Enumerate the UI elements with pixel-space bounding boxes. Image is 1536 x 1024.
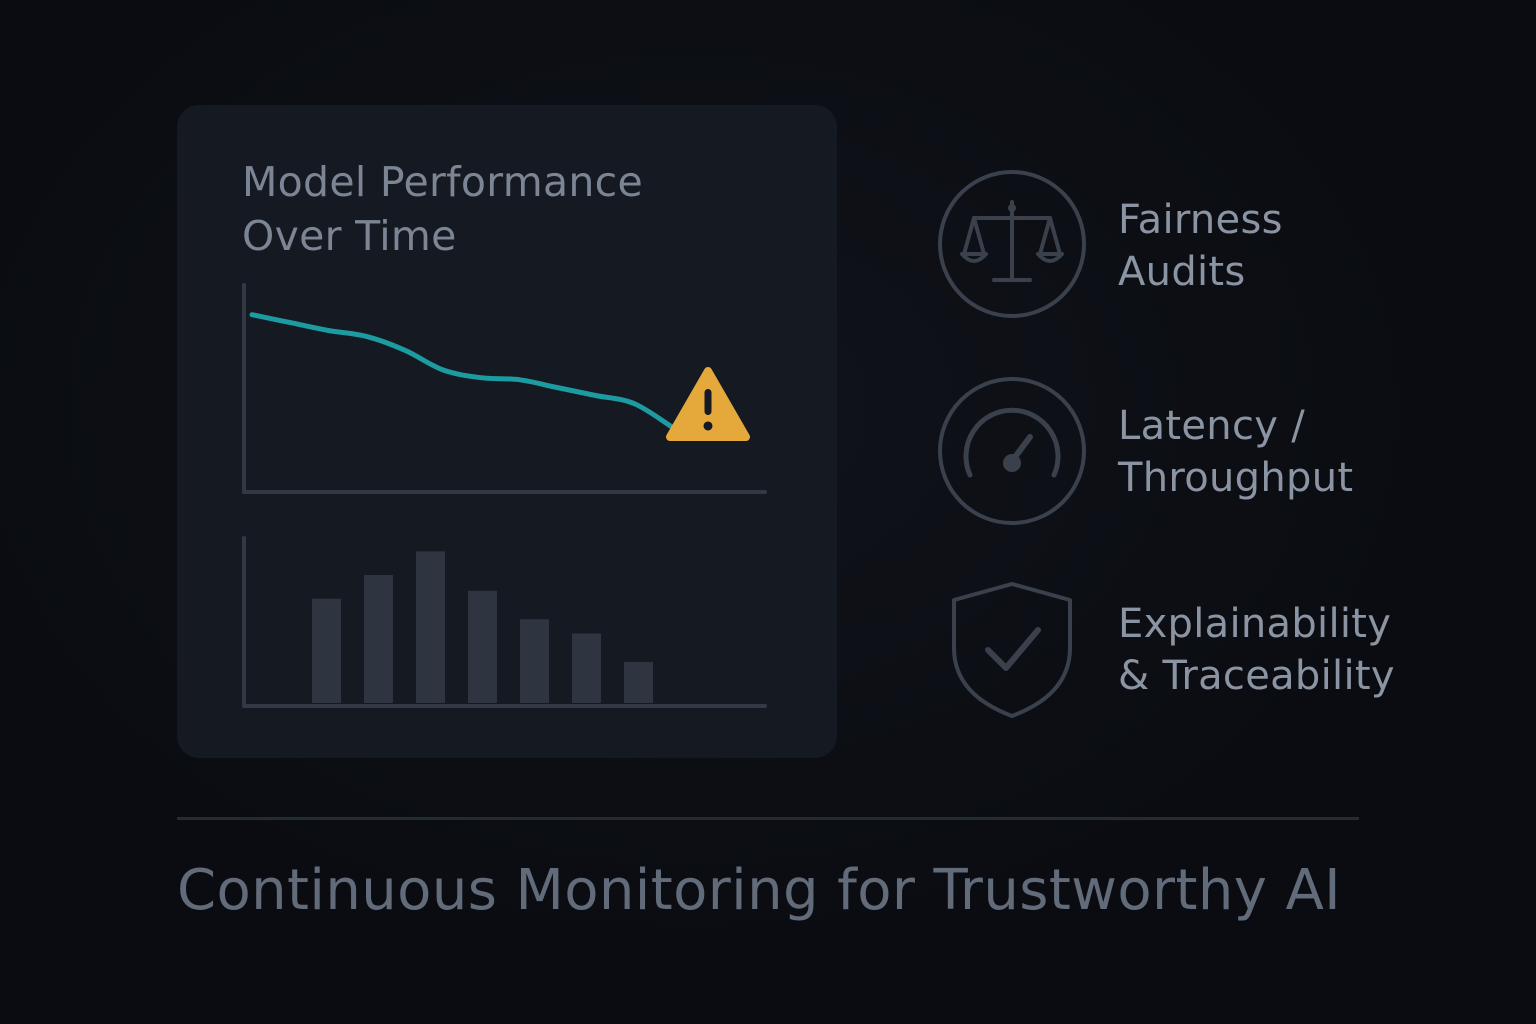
shield-check-icon: [952, 582, 1072, 718]
bar-7: [624, 661, 653, 703]
charts-svg: [242, 283, 767, 708]
feature-explainability-line2: & Traceability: [1118, 653, 1395, 699]
bar-6: [572, 633, 601, 703]
feature-fairness-line1: Fairness: [1118, 197, 1283, 243]
divider: [177, 817, 1359, 820]
feature-latency-label: Latency / Throughput: [1118, 400, 1353, 504]
feature-latency-line1: Latency /: [1118, 403, 1305, 449]
warning-icon: [666, 366, 750, 441]
bar-5: [520, 619, 549, 703]
performance-card: Model Performance Over Time: [177, 105, 837, 758]
feature-fairness-label: Fairness Audits: [1118, 194, 1283, 298]
feature-fairness: Fairness Audits: [936, 168, 1456, 318]
card-title-line1: Model Performance: [242, 158, 644, 206]
gauge-icon: [938, 377, 1086, 525]
scales-icon: [938, 170, 1086, 318]
bars: [312, 551, 653, 703]
feature-latency-line2: Throughput: [1118, 455, 1354, 501]
warning-exclamation-dot: [703, 421, 713, 431]
bar-3: [416, 551, 445, 703]
feature-explainability-label: Explainability & Traceability: [1118, 598, 1395, 702]
warning-exclamation-bar: [704, 388, 712, 415]
feature-explainability: Explainability & Traceability: [936, 580, 1456, 730]
feature-explainability-line1: Explainability: [1118, 601, 1392, 647]
bar-2: [364, 575, 393, 703]
bar-4: [468, 590, 497, 703]
feature-fairness-line2: Audits: [1118, 249, 1246, 295]
performance-line: [249, 312, 675, 430]
card-title: Model Performance Over Time: [242, 155, 762, 263]
bar-1: [312, 598, 341, 703]
footer-title: Continuous Monitoring for Trustworthy AI: [177, 858, 1342, 923]
feature-latency: Latency / Throughput: [936, 375, 1456, 525]
card-title-line2: Over Time: [242, 212, 457, 260]
